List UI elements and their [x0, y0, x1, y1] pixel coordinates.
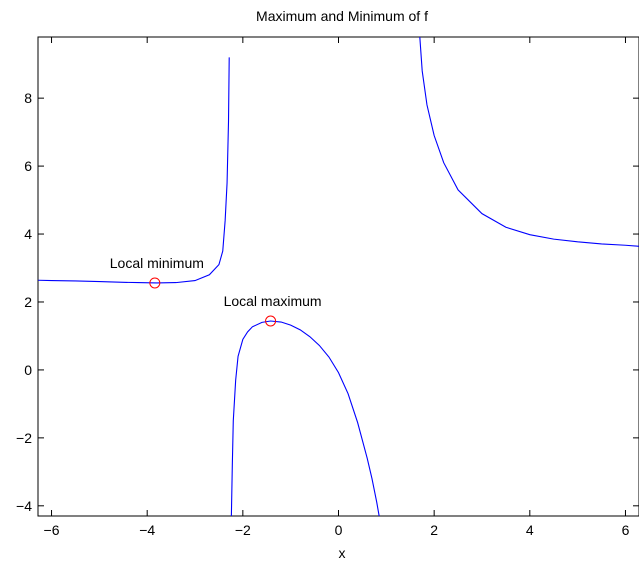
- y-tick-label: 2: [24, 294, 32, 310]
- y-tick-label: 8: [24, 90, 32, 106]
- series-line-3: [419, 37, 639, 247]
- x-tick-label: 2: [430, 522, 438, 538]
- y-tick-label: 0: [24, 362, 32, 378]
- series-line-2: [230, 320, 380, 516]
- chart-title: Maximum and Minimum of f: [256, 8, 428, 24]
- extrema-layer: Local minimum Local maximum: [110, 255, 322, 327]
- y-tick-label: 6: [24, 158, 32, 174]
- extremum-marker: [149, 277, 161, 289]
- x-tick-label: 4: [526, 522, 534, 538]
- x-tick-label: −4: [139, 522, 155, 538]
- series-line-1: [38, 57, 230, 284]
- axis-ticks: −6 −4 −2 0 2 4 6 −4 −2 0 2 4 6 8: [16, 37, 639, 538]
- extremum-label: Local maximum: [224, 293, 322, 309]
- x-tick-label: −6: [44, 522, 60, 538]
- x-axis-label: x: [339, 545, 346, 561]
- x-tick-label: 6: [622, 522, 630, 538]
- plot-frame: [37, 36, 639, 517]
- y-tick-label: −4: [16, 498, 32, 514]
- series-layer: [38, 37, 639, 516]
- y-tick-label: −2: [16, 430, 32, 446]
- extremum-marker: [265, 315, 277, 327]
- x-tick-label: −2: [235, 522, 251, 538]
- x-tick-label: 0: [335, 522, 343, 538]
- y-tick-label: 4: [24, 226, 32, 242]
- extremum-label: Local minimum: [110, 255, 204, 271]
